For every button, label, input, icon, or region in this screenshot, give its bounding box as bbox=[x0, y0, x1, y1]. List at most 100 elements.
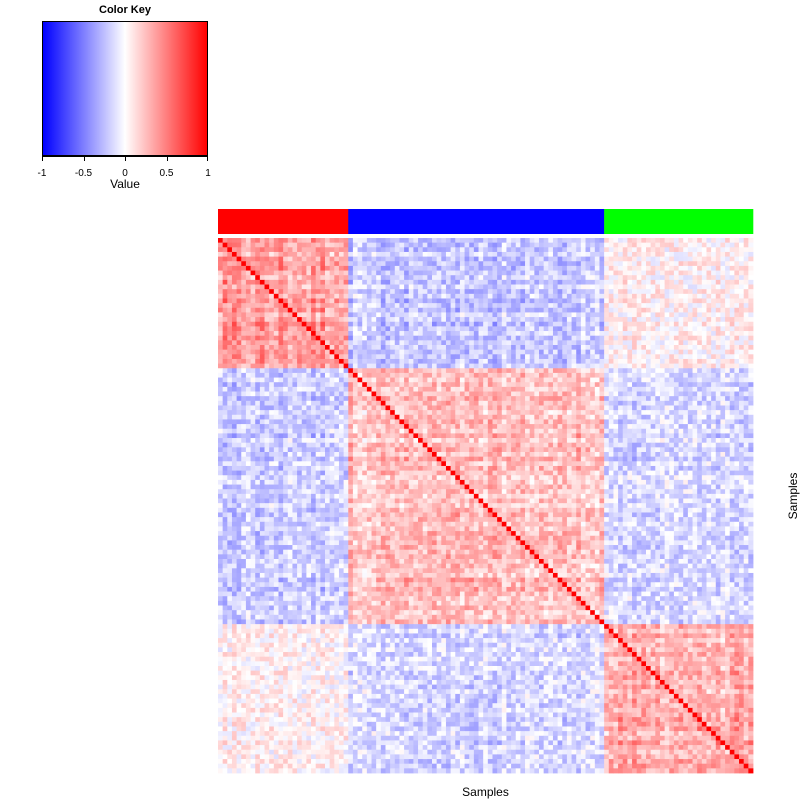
heatmap-cell bbox=[659, 396, 666, 402]
heatmap-cell bbox=[325, 284, 331, 290]
heatmap-cell bbox=[264, 414, 270, 420]
heatmap-cell bbox=[636, 303, 642, 309]
heatmap-cell bbox=[571, 279, 577, 285]
heatmap-cell bbox=[343, 312, 349, 318]
heatmap-cell bbox=[236, 261, 242, 267]
heatmap-cell bbox=[264, 242, 270, 248]
heatmap-cell bbox=[366, 428, 372, 434]
heatmap-cell bbox=[585, 419, 591, 425]
heatmap-cell bbox=[297, 317, 303, 323]
heatmap-cell bbox=[269, 349, 275, 355]
heatmap-cell bbox=[259, 354, 265, 360]
heatmap-cell bbox=[664, 363, 670, 369]
heatmap-cell bbox=[673, 242, 679, 248]
heatmap-cell bbox=[366, 405, 372, 411]
heatmap-cell bbox=[222, 317, 228, 323]
heatmap-cell bbox=[241, 438, 247, 444]
heatmap-cell bbox=[404, 410, 410, 416]
heatmap-cell bbox=[311, 382, 317, 388]
heatmap-cell bbox=[669, 275, 675, 281]
heatmap-cell bbox=[292, 326, 298, 332]
heatmap-cell bbox=[404, 419, 410, 425]
heatmap-cell bbox=[566, 414, 572, 420]
heatmap-cell bbox=[269, 289, 275, 295]
heatmap-cell bbox=[729, 368, 735, 374]
heatmap-cell bbox=[445, 293, 452, 299]
heatmap-cell bbox=[506, 293, 512, 299]
heatmap-cell bbox=[413, 331, 419, 337]
heatmap-cell bbox=[418, 354, 424, 360]
heatmap-cell bbox=[497, 372, 503, 378]
heatmap-cell bbox=[720, 386, 726, 392]
heatmap-cell bbox=[501, 284, 507, 290]
heatmap-cell bbox=[576, 396, 582, 402]
heatmap-cell bbox=[534, 261, 540, 267]
heatmap-cell bbox=[580, 303, 586, 309]
heatmap-cell bbox=[273, 386, 279, 392]
heatmap-cell bbox=[618, 242, 624, 248]
heatmap-cell bbox=[734, 284, 740, 290]
heatmap-cell bbox=[678, 303, 684, 309]
heatmap-cell bbox=[627, 326, 633, 332]
heatmap-cell bbox=[432, 428, 438, 434]
heatmap-cell bbox=[622, 410, 628, 416]
heatmap-cell bbox=[655, 298, 661, 304]
heatmap-cell bbox=[478, 265, 484, 271]
heatmap-cell bbox=[748, 279, 754, 285]
heatmap-cell bbox=[659, 303, 666, 309]
heatmap-cell bbox=[748, 400, 754, 406]
heatmap-cell bbox=[222, 298, 228, 304]
heatmap-cell bbox=[390, 405, 396, 411]
heatmap-cell bbox=[566, 312, 572, 318]
heatmap-cell bbox=[692, 400, 698, 406]
heatmap-cell bbox=[501, 335, 507, 341]
heatmap-cell bbox=[292, 251, 298, 258]
heatmap-cell bbox=[571, 275, 577, 281]
heatmap-cell bbox=[283, 303, 289, 309]
heatmap-cell bbox=[739, 326, 745, 332]
heatmap-cell bbox=[278, 284, 284, 290]
heatmap-cell bbox=[678, 261, 684, 267]
heatmap-cell bbox=[711, 358, 717, 365]
heatmap-cell bbox=[706, 289, 712, 295]
heatmap-cell bbox=[748, 275, 754, 281]
heatmap-cell bbox=[483, 261, 489, 267]
heatmap-cell bbox=[618, 358, 624, 365]
heatmap-cell bbox=[706, 238, 712, 244]
heatmap-cell bbox=[334, 238, 340, 244]
heatmap-cell bbox=[273, 326, 279, 332]
heatmap-cell bbox=[562, 293, 568, 299]
heatmap-cell bbox=[390, 424, 396, 430]
heatmap-cell bbox=[729, 261, 735, 267]
heatmap-cell bbox=[255, 335, 261, 341]
heatmap-cell bbox=[250, 270, 256, 276]
heatmap-cell bbox=[711, 377, 717, 383]
heatmap-cell bbox=[264, 358, 270, 365]
heatmap-cell bbox=[380, 438, 386, 444]
heatmap-cell bbox=[436, 242, 442, 248]
heatmap-cell bbox=[459, 289, 465, 295]
heatmap-cell bbox=[352, 265, 358, 271]
heatmap-cell bbox=[566, 275, 572, 281]
heatmap-cell bbox=[231, 265, 238, 271]
heatmap-cell bbox=[650, 265, 656, 271]
heatmap-cell bbox=[529, 349, 535, 355]
heatmap-cell bbox=[320, 428, 326, 434]
heatmap-cell bbox=[739, 265, 745, 271]
heatmap-cell bbox=[743, 400, 749, 406]
heatmap-cell bbox=[539, 396, 545, 402]
heatmap-cell bbox=[534, 372, 540, 378]
heatmap-cell bbox=[534, 321, 540, 327]
heatmap-cell bbox=[231, 247, 238, 253]
heatmap-cell bbox=[701, 261, 707, 267]
heatmap-cell bbox=[632, 326, 638, 332]
heatmap-cell bbox=[525, 321, 531, 327]
heatmap-cell bbox=[664, 345, 670, 351]
heatmap-cell bbox=[641, 349, 647, 355]
heatmap-cell bbox=[552, 238, 559, 244]
heatmap-cell bbox=[418, 382, 424, 388]
heatmap-cell bbox=[278, 340, 284, 346]
heatmap-cell bbox=[715, 400, 721, 406]
heatmap-cell bbox=[729, 340, 735, 346]
heatmap-cell bbox=[697, 265, 703, 271]
